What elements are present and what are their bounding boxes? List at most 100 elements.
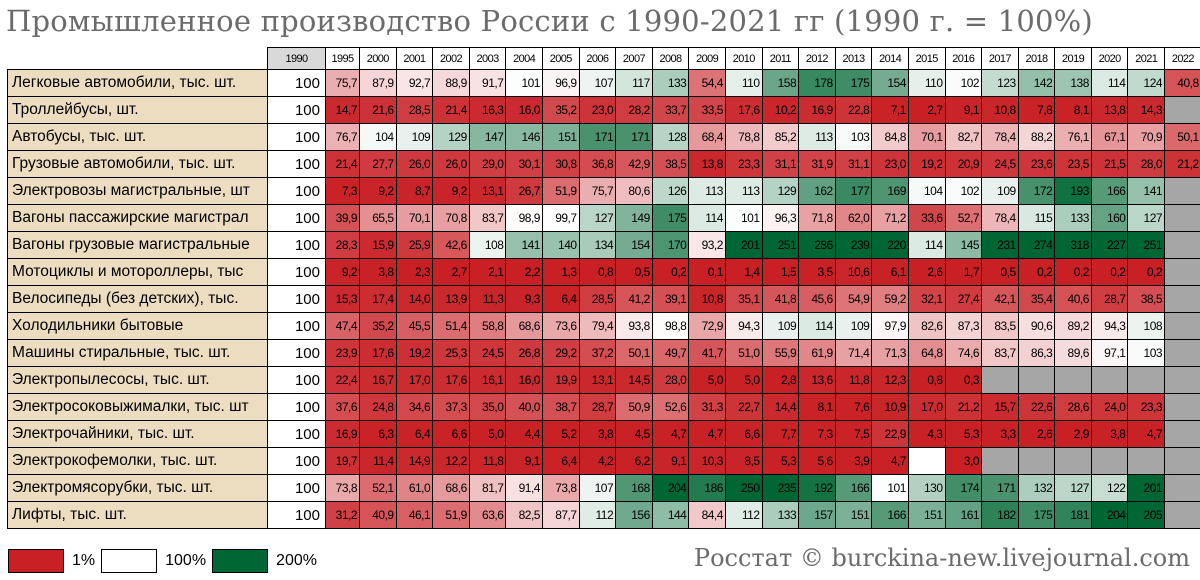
heat-cell: 76,7 [325, 123, 360, 151]
heat-cell: 178 [798, 69, 836, 97]
heat-cell: 75,7 [578, 177, 617, 205]
heat-cell: 71,8 [798, 204, 836, 232]
heat-cell: 13,8 [1090, 96, 1129, 124]
table-row: Электрочайники, тыс. шт. 100 16,9 6,3 6,4 6,6… [7, 420, 1200, 448]
row-label: Легковые автомобили, тыс. шт. [7, 69, 268, 97]
heat-cell: 175 [834, 69, 873, 97]
row-label: Электровозы магистральные, шт [7, 177, 268, 205]
heat-cell: 10,9 [871, 393, 909, 421]
heat-cell: 50,9 [615, 393, 653, 421]
heat-cell: 14,5 [615, 366, 653, 394]
heat-cell: 22,8 [834, 96, 873, 124]
heat-cell: 93,8 [615, 312, 653, 340]
heat-cell: 28,6 [1054, 393, 1092, 421]
heat-cell: 274 [1017, 231, 1056, 259]
heat-cell: 235 [761, 474, 800, 502]
heat-cell: 36,8 [578, 150, 617, 178]
heat-cell: 128 [651, 123, 690, 151]
heat-cell: 112 [578, 501, 617, 529]
heat-cell [1164, 474, 1200, 502]
heat-cell: 74,6 [944, 339, 983, 367]
heat-cell: 166 [834, 474, 873, 502]
heat-cell: 23,0 [871, 150, 909, 178]
heat-cell: 41,2 [615, 285, 653, 313]
heat-cell: 114 [1090, 69, 1129, 97]
heat-cell: 91,7 [468, 69, 507, 97]
heat-cell: 142 [1017, 69, 1056, 97]
heat-cell [1127, 447, 1166, 475]
heat-cell: 9,2 [325, 258, 360, 286]
heat-cell: 52,7 [944, 204, 983, 232]
heat-cell: 82,7 [944, 123, 983, 151]
heat-cell: 99,7 [541, 204, 580, 232]
heat-cell: 2,6 [1017, 420, 1056, 448]
heat-cell: 20,9 [944, 150, 983, 178]
heat-cell: 201 [724, 231, 763, 259]
heat-cell: 84,4 [688, 501, 726, 529]
heat-cell: 7,8 [1017, 96, 1056, 124]
heat-cell [1164, 258, 1200, 286]
heat-cell: 55,9 [761, 339, 800, 367]
heat-cell: 127 [1054, 474, 1092, 502]
heat-cell: 107 [578, 69, 617, 97]
heat-cell: 49,7 [651, 339, 690, 367]
year-header-2021: 2021 [1127, 47, 1166, 70]
heat-cell: 113 [688, 177, 726, 205]
heat-cell: 286 [798, 231, 836, 259]
heat-cell: 75,7 [325, 69, 360, 97]
heat-cell: 13,1 [578, 366, 617, 394]
year-header-2005: 2005 [541, 47, 580, 70]
base-cell: 100 [267, 150, 326, 178]
heat-cell: 117 [615, 69, 653, 97]
year-header-2010: 2010 [724, 47, 763, 70]
heat-cell: 175 [651, 204, 690, 232]
heat-cell: 31,2 [325, 501, 360, 529]
heat-cell: 59,2 [871, 285, 909, 313]
heat-cell: 182 [981, 501, 1019, 529]
heat-cell: 26,8 [505, 339, 543, 367]
heat-cell: 70,1 [395, 204, 434, 232]
table-row: Велосипеды (без детских), тыс. 100 15,3 17,… [7, 285, 1200, 313]
heat-cell: 98,8 [651, 312, 690, 340]
heat-cell: 76,1 [1054, 123, 1092, 151]
heat-cell: 52,6 [651, 393, 690, 421]
heat-cell: 204 [651, 474, 690, 502]
heat-cell: 3,9 [834, 447, 873, 475]
heat-cell: 132 [1017, 474, 1056, 502]
legend-swatch-low [8, 549, 64, 573]
heat-cell: 51,0 [724, 339, 763, 367]
heat-cell: 3,0 [944, 447, 983, 475]
heat-cell: 0,3 [944, 366, 983, 394]
heat-cell: 15,9 [359, 231, 397, 259]
heat-cell: 87,9 [359, 69, 397, 97]
heat-cell [1090, 366, 1129, 394]
heat-cell: 70,1 [907, 123, 946, 151]
heat-cell: 13,1 [468, 177, 507, 205]
heat-cell: 8,5 [724, 447, 763, 475]
heat-cell: 16,7 [359, 366, 397, 394]
heat-cell: 109 [395, 123, 434, 151]
heat-cell: 113 [724, 177, 763, 205]
heat-cell: 67,1 [1090, 123, 1129, 151]
row-label: Электропылесосы, тыс. шт. [7, 366, 268, 394]
heat-cell: 97,1 [1090, 339, 1129, 367]
heat-cell: 127 [578, 204, 617, 232]
heat-cell: 107 [578, 474, 617, 502]
base-cell: 100 [267, 123, 326, 151]
heat-cell: 181 [1054, 501, 1092, 529]
heat-cell [1054, 366, 1092, 394]
heat-cell: 91,4 [505, 474, 543, 502]
heat-cell: 104 [359, 123, 397, 151]
heat-cell: 9,1 [505, 447, 543, 475]
year-header-2012: 2012 [798, 47, 836, 70]
heat-cell: 251 [1127, 231, 1166, 259]
heat-cell: 85,2 [761, 123, 800, 151]
heat-cell: 16,3 [468, 96, 507, 124]
heat-cell: 21,4 [325, 150, 360, 178]
heat-cell: 24,8 [359, 393, 397, 421]
heat-cell: 171 [981, 474, 1019, 502]
heat-cell: 0,2 [1127, 258, 1166, 286]
heat-cell: 6,3 [359, 420, 397, 448]
heat-cell: 29,2 [541, 339, 580, 367]
heat-cell: 114 [907, 231, 946, 259]
